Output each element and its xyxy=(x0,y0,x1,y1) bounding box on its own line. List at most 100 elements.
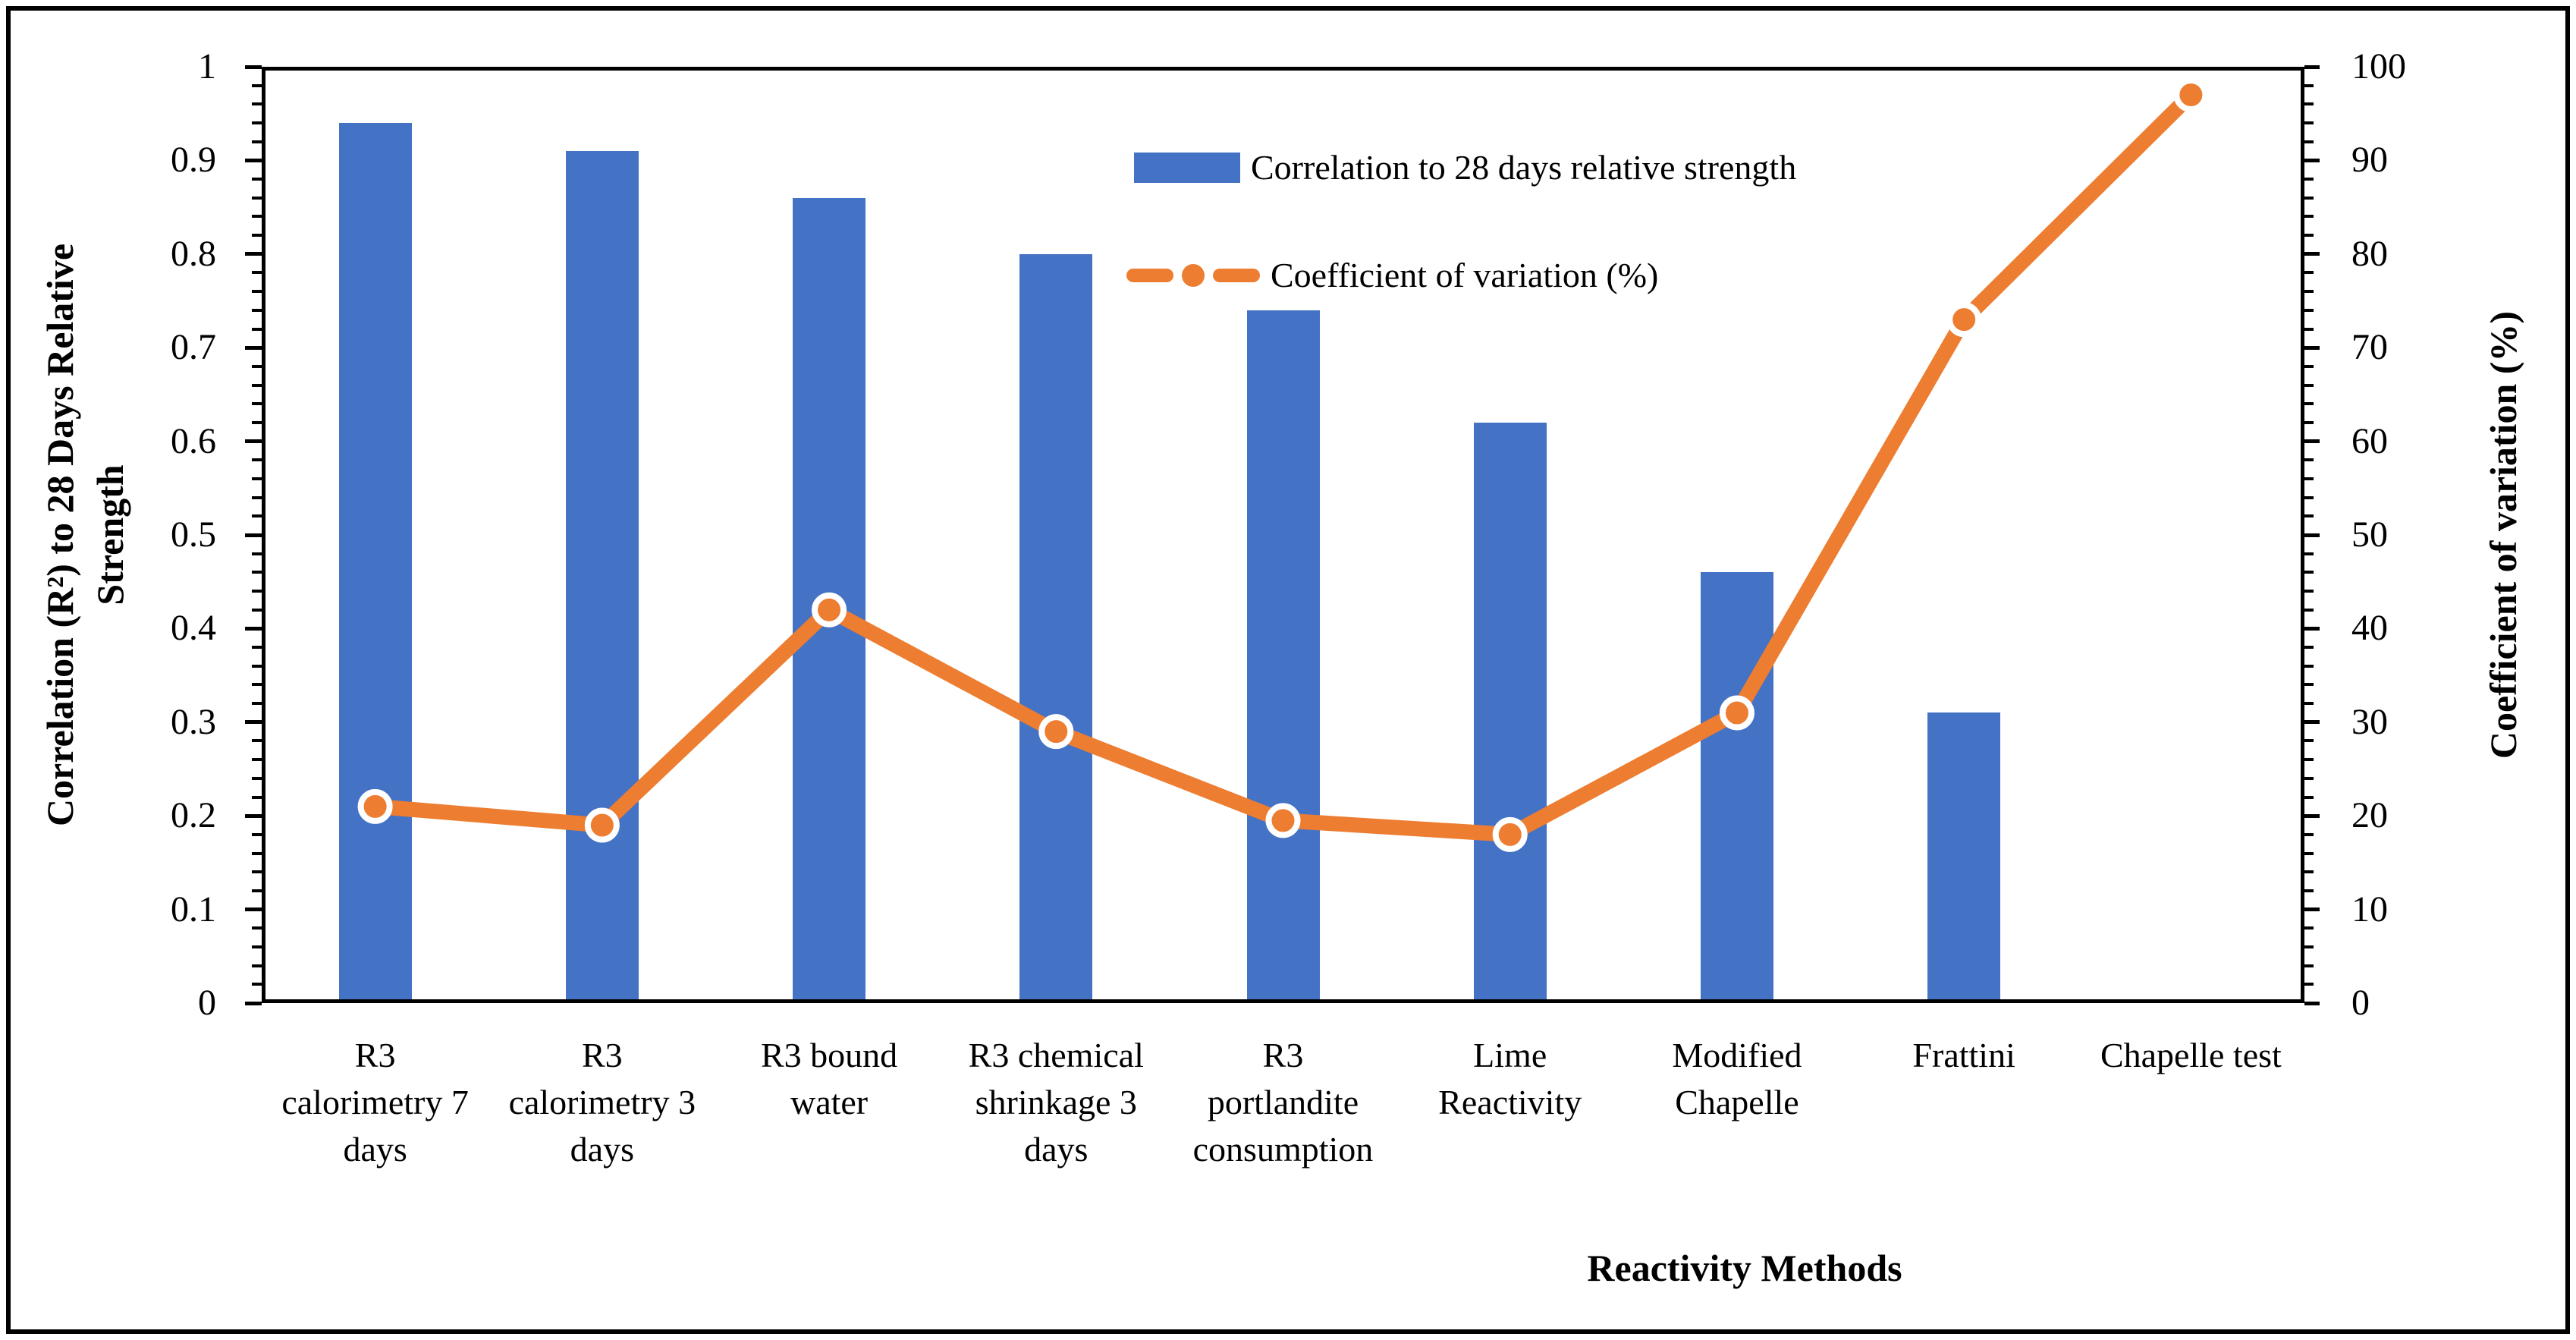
left-axis-minor-tick xyxy=(252,140,262,143)
bar-r3-calorimetry-3-days xyxy=(565,151,639,1003)
right-axis-minor-tick xyxy=(2304,215,2314,219)
category-label-line: portlandite xyxy=(1207,1083,1359,1121)
right-axis-minor-tick xyxy=(2304,758,2314,762)
category-label-line: Chapelle test xyxy=(2100,1036,2282,1074)
left-axis-major-tick xyxy=(245,158,262,162)
right-axis-major-tick xyxy=(2304,252,2320,256)
left-axis-minor-tick xyxy=(252,889,262,892)
left-axis-tick-label: 0.8 xyxy=(171,233,216,274)
left-axis-minor-tick xyxy=(252,739,262,743)
right-axis-minor-tick xyxy=(2304,308,2314,312)
right-axis-tick-label: 20 xyxy=(2351,795,2388,836)
legend-line-dash-left xyxy=(1126,269,1173,282)
left-axis-minor-tick xyxy=(252,495,262,499)
left-axis-minor-tick xyxy=(252,552,262,555)
left-axis-minor-tick xyxy=(252,308,262,312)
category-label-line: shrinkage 3 xyxy=(975,1083,1137,1121)
left-axis-tick-label: 0.6 xyxy=(171,420,216,461)
right-axis-tick-label: 60 xyxy=(2351,420,2388,461)
left-axis-minor-tick xyxy=(252,420,262,424)
right-axis-minor-tick xyxy=(2304,234,2314,237)
category-label: R3 calorimetry 3 days xyxy=(488,1032,715,1173)
legend-line-dash-right xyxy=(1213,269,1260,282)
category-label-line: Frattini xyxy=(1912,1036,2015,1074)
legend-line-marker-icon xyxy=(1182,264,1205,287)
right-axis-minor-tick xyxy=(2304,402,2314,406)
left-axis-minor-tick xyxy=(252,121,262,125)
left-axis-major-tick xyxy=(245,720,262,725)
right-axis-minor-tick xyxy=(2304,178,2314,181)
left-axis-minor-tick xyxy=(252,327,262,331)
left-axis-tick-label: 0.1 xyxy=(171,889,216,930)
category-label-line: days xyxy=(570,1130,634,1169)
right-axis-tick-label: 10 xyxy=(2351,889,2388,930)
right-axis-tick-label: 0 xyxy=(2351,983,2370,1023)
left-axis-minor-tick xyxy=(252,832,262,836)
left-axis-tick-label: 0.4 xyxy=(171,608,216,649)
category-label: Modified Chapelle xyxy=(1623,1032,1850,1126)
left-axis-tick-label: 0.3 xyxy=(171,701,216,742)
left-axis-minor-tick xyxy=(252,458,262,462)
bar-modified-chapelle xyxy=(1700,572,1773,1003)
legend-bar-swatch xyxy=(1134,153,1240,183)
left-axis-major-tick xyxy=(245,64,262,69)
left-axis-minor-tick xyxy=(252,477,262,480)
line-marker-icon xyxy=(1265,803,1301,838)
legend-line-swatch xyxy=(1126,260,1260,291)
left-axis-tick-label: 0.2 xyxy=(171,795,216,836)
category-label-line: days xyxy=(343,1130,407,1169)
left-axis-minor-tick xyxy=(252,664,262,668)
left-axis-major-tick xyxy=(245,345,262,350)
right-axis-minor-tick xyxy=(2304,514,2314,518)
right-axis-minor-tick xyxy=(2304,290,2314,294)
line-marker-icon xyxy=(1946,302,1982,338)
right-axis-minor-tick xyxy=(2304,832,2314,836)
left-axis-minor-tick xyxy=(252,983,262,986)
bar-r3-calorimetry-7-days xyxy=(338,123,412,1003)
left-axis-minor-tick xyxy=(252,102,262,106)
left-axis-minor-tick xyxy=(252,402,262,406)
right-axis-major-tick xyxy=(2304,439,2320,444)
right-axis-major-tick xyxy=(2304,1001,2320,1005)
right-axis-minor-tick xyxy=(2304,664,2314,668)
right-axis-major-tick xyxy=(2304,720,2320,725)
left-axis-minor-tick xyxy=(252,514,262,518)
category-label-line: calorimetry 3 xyxy=(508,1083,696,1121)
right-axis-minor-tick xyxy=(2304,495,2314,499)
left-axis-minor-tick xyxy=(252,178,262,181)
left-axis-tick-label: 0.7 xyxy=(171,327,216,368)
line-marker-icon xyxy=(1038,714,1074,750)
left-axis-minor-tick xyxy=(252,571,262,574)
category-label-line: consumption xyxy=(1192,1130,1374,1169)
left-axis-major-tick xyxy=(245,626,262,631)
right-axis-minor-tick xyxy=(2304,327,2314,331)
left-axis-minor-tick xyxy=(252,851,262,855)
left-axis-major-tick xyxy=(245,533,262,537)
category-label-line: R3 xyxy=(354,1036,396,1074)
right-axis-minor-tick xyxy=(2304,870,2314,874)
right-axis-tick-label: 70 xyxy=(2351,327,2388,368)
right-axis-tick-label: 100 xyxy=(2351,46,2406,87)
left-axis-major-tick xyxy=(245,252,262,256)
left-axis-minor-tick xyxy=(252,215,262,219)
category-label: Lime Reactivity xyxy=(1396,1032,1623,1126)
legend-entry-bars: Correlation to 28 days relative strength xyxy=(1134,149,1796,187)
right-axis-tick-label: 40 xyxy=(2351,608,2388,649)
legend-entry-line: Coefficient of variation (%) xyxy=(1126,256,1658,294)
left-axis-minor-tick xyxy=(252,590,262,593)
bar-r3-chemical-shrinkage-3-days xyxy=(1019,253,1093,1003)
right-axis-tick-label: 90 xyxy=(2351,140,2388,181)
left-axis-minor-tick xyxy=(252,383,262,387)
left-axis-minor-tick xyxy=(252,964,262,967)
right-axis-minor-tick xyxy=(2304,702,2314,706)
category-label-line: Reactivity xyxy=(1438,1083,1582,1121)
category-label: R3 calorimetry 7 days xyxy=(262,1032,488,1173)
right-axis-tick-label: 50 xyxy=(2351,514,2388,555)
left-axis-minor-tick xyxy=(252,271,262,275)
category-label: R3 bound water xyxy=(715,1032,942,1126)
right-axis-minor-tick xyxy=(2304,458,2314,462)
left-axis-minor-tick xyxy=(252,364,262,368)
left-axis-tick-label: 0 xyxy=(198,983,216,1023)
